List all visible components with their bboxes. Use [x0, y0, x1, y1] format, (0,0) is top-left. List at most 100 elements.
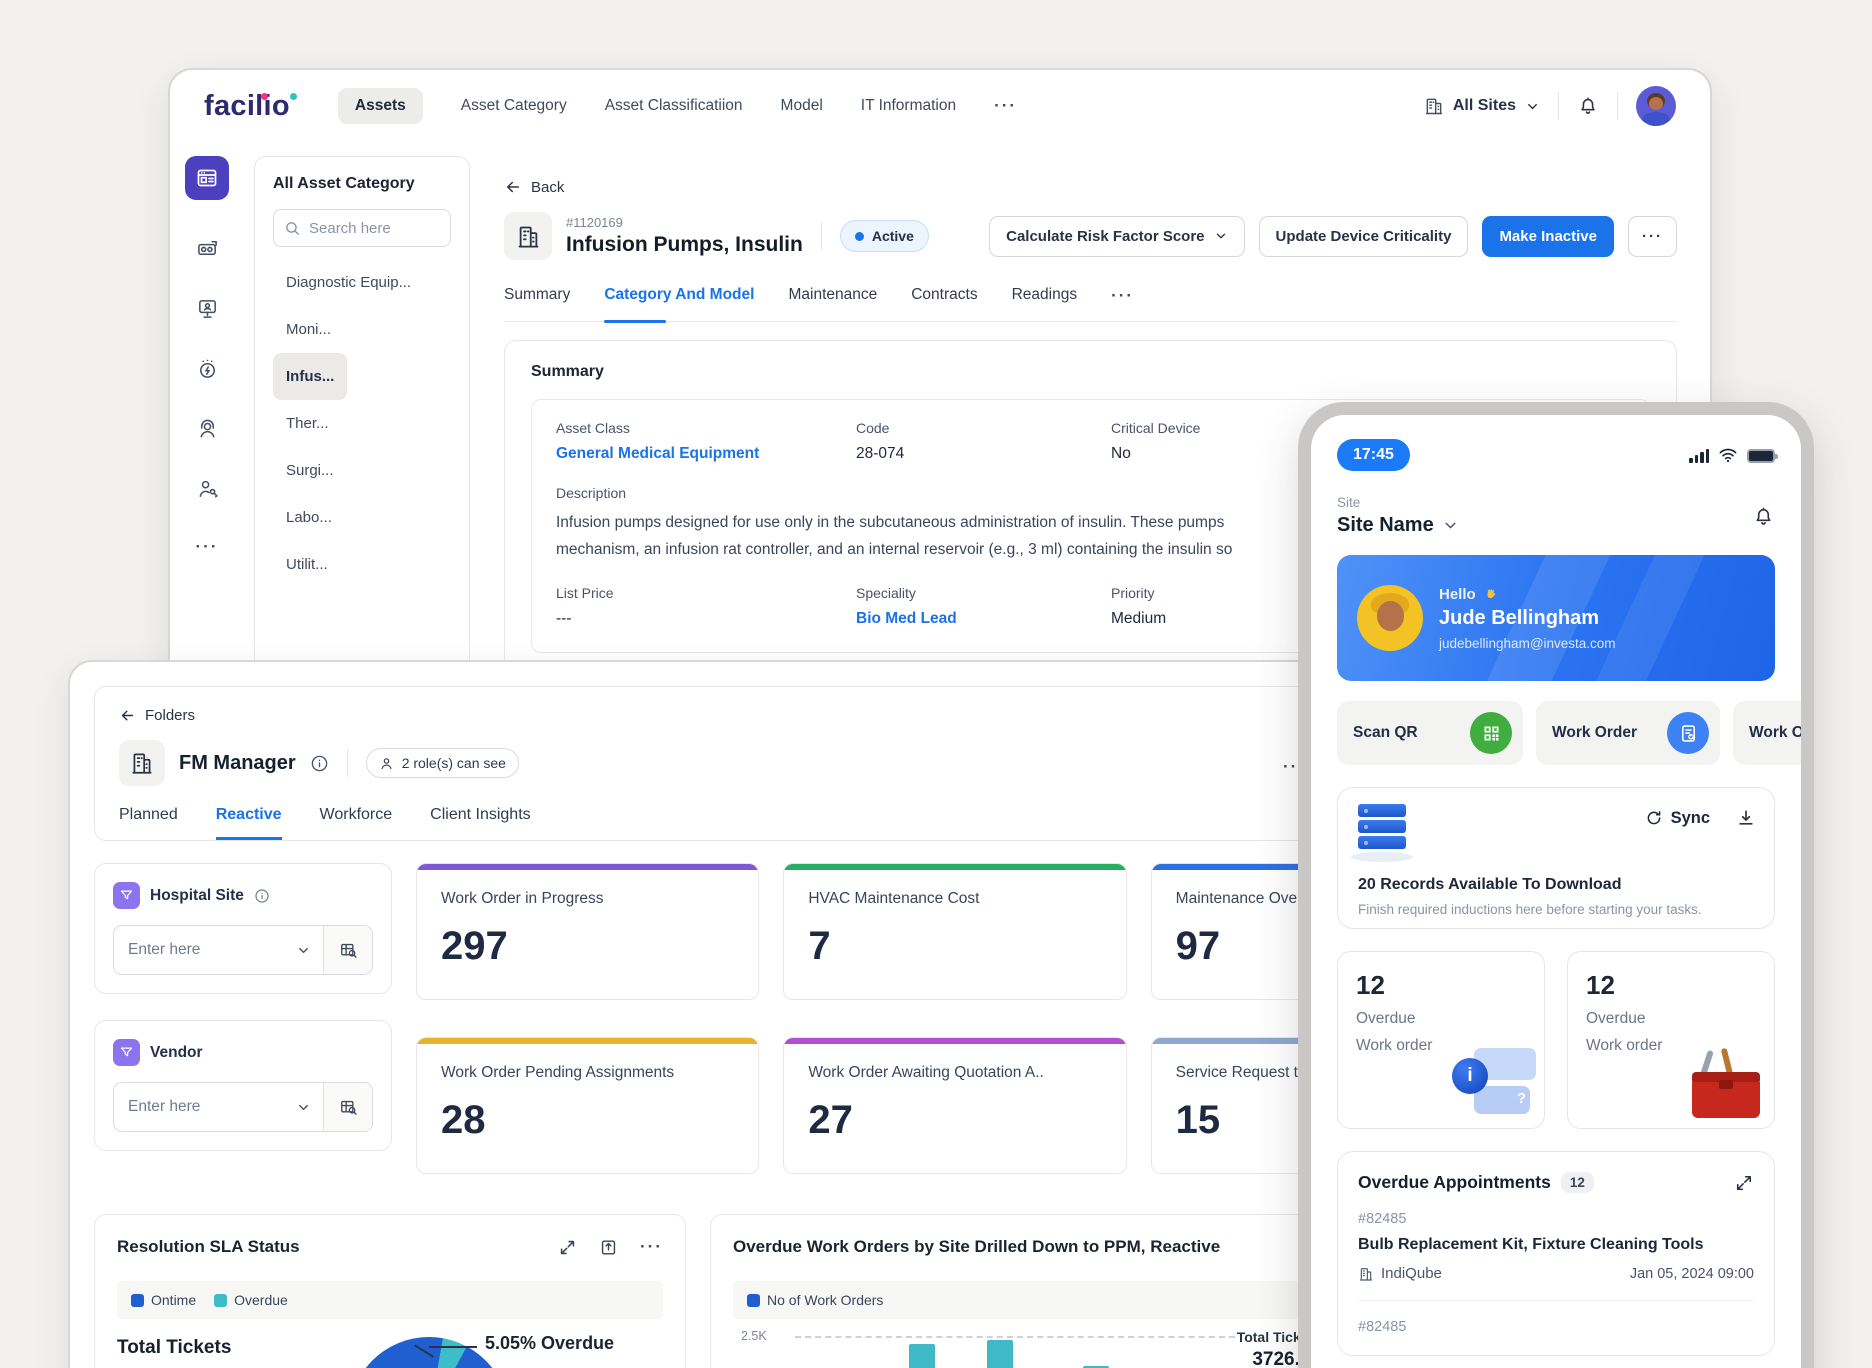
speciality-link[interactable]: Bio Med Lead	[856, 610, 957, 628]
category-item[interactable]: Labo...	[286, 509, 332, 526]
work-order-doc-icon	[1667, 712, 1709, 754]
tab-contracts[interactable]: Contracts	[911, 286, 978, 303]
appointment-item[interactable]: #82485 Bulb Replacement Kit, Fixture Cle…	[1358, 1211, 1754, 1335]
phone-site-label: Site	[1337, 495, 1361, 510]
kpi-pending-assignments[interactable]: Work Order Pending Assignments 28	[416, 1037, 760, 1174]
filter-select-hospital-site[interactable]: Enter here	[113, 925, 373, 975]
calculate-risk-button[interactable]: Calculate Risk Factor Score	[989, 215, 1245, 257]
field-list-price: List Price ---	[556, 585, 614, 628]
kpi-awaiting-quotation[interactable]: Work Order Awaiting Quotation A.. 27	[783, 1037, 1127, 1174]
tab-reactive[interactable]: Reactive	[215, 806, 282, 840]
sidebar-item-assets-app[interactable]	[185, 156, 229, 200]
site-selector[interactable]: All Sites	[1424, 96, 1540, 116]
toolbox-illustration	[1686, 1047, 1766, 1122]
appointments-title: Overdue Appointments	[1358, 1172, 1551, 1192]
facilio-logo[interactable]: facilio	[204, 90, 297, 123]
filter-select-vendor[interactable]: Enter here	[113, 1082, 373, 1132]
site-selector-label: All Sites	[1452, 97, 1516, 114]
asset-more-button[interactable]: ···	[1628, 215, 1677, 257]
category-item[interactable]: Utilit...	[286, 556, 328, 573]
qr-icon	[1470, 712, 1512, 754]
sidebar-item-energy-meter-icon[interactable]	[196, 357, 219, 380]
tab-planned[interactable]: Planned	[119, 806, 178, 823]
folders-back-link[interactable]: Folders	[119, 707, 1469, 724]
category-item[interactable]: Ther...	[286, 415, 329, 432]
field-code: Code 28-074	[856, 420, 905, 462]
info-icon[interactable]	[310, 754, 329, 773]
make-inactive-button[interactable]: Make Inactive	[1482, 215, 1614, 257]
user-email: judebellingham@investa.com	[1439, 635, 1616, 651]
category-item[interactable]: Moni...	[286, 321, 332, 338]
phone-site-selector[interactable]: Site Name	[1337, 514, 1459, 537]
dashboard-header-card: Folders FM Manager 2 role(s	[94, 686, 1494, 841]
nav-more-button[interactable]: ···	[994, 96, 1018, 115]
grid-search-icon[interactable]	[324, 1083, 372, 1131]
update-criticality-button[interactable]: Update Device Criticality	[1258, 215, 1469, 257]
user-avatar[interactable]	[1636, 86, 1676, 126]
back-link[interactable]: Back	[504, 178, 1677, 196]
user-photo	[1357, 585, 1423, 651]
category-item-selected[interactable]: Infus...	[273, 353, 348, 400]
legend-no-of-work-orders: No of Work Orders	[747, 1292, 883, 1308]
sidebar-item-kiosk-icon[interactable]	[196, 297, 219, 320]
category-item[interactable]: Surgi...	[286, 462, 334, 479]
export-icon[interactable]	[599, 1238, 618, 1257]
category-item[interactable]: Diagnostic Equip...	[286, 274, 412, 291]
roles-badge[interactable]: 2 role(s) can see	[365, 748, 519, 778]
work-order-button[interactable]: Work Order	[1536, 701, 1720, 765]
field-asset-class: Asset Class General Medical Equipment	[556, 420, 856, 463]
nav-tab-it-information[interactable]: IT Information	[860, 97, 957, 114]
tab-summary[interactable]: Summary	[504, 286, 571, 303]
kpi-hvac-maintenance-cost[interactable]: HVAC Maintenance Cost 7	[783, 863, 1127, 1000]
download-icon[interactable]	[1736, 808, 1756, 828]
asset-class-link[interactable]: General Medical Equipment	[556, 445, 760, 462]
sync-button[interactable]: Sync	[1645, 809, 1710, 828]
tab-maintenance[interactable]: Maintenance	[788, 286, 878, 303]
tab-readings[interactable]: Readings	[1011, 286, 1078, 303]
scan-qr-button[interactable]: Scan QR	[1337, 701, 1523, 765]
search-input[interactable]	[309, 219, 429, 237]
overdue-work-order-card-1[interactable]: 12 Overdue Work order ? i	[1337, 951, 1545, 1129]
sla-more-button[interactable]: ···	[640, 1237, 663, 1256]
kpi-accent-bar	[417, 1038, 759, 1044]
search-icon	[284, 220, 301, 237]
phone-time: 17:45	[1337, 439, 1410, 471]
nav-tab-asset-classification[interactable]: Asset Classificatiion	[604, 97, 743, 114]
sidebar-item-person-key-icon[interactable]	[196, 477, 219, 500]
pie-callout-label: 5.05% Overdue	[485, 1333, 615, 1353]
quick-actions-row: Scan QR Work Order Work Orde	[1337, 701, 1801, 765]
filter-label: Vendor	[150, 1043, 203, 1061]
nav-tab-model[interactable]: Model	[780, 97, 823, 114]
server-stack-illustration	[1351, 804, 1413, 862]
appointment-datetime: Jan 05, 2024 09:00	[1629, 1265, 1754, 1282]
summary-heading: Summary	[531, 363, 604, 380]
pie-callout-line	[429, 1346, 477, 1348]
appointment-site: IndiQube	[1358, 1265, 1442, 1282]
user-name: Jude Bellingham	[1439, 606, 1600, 629]
work-order-button-2[interactable]: Work Orde	[1733, 701, 1801, 765]
expand-icon[interactable]	[1734, 1173, 1754, 1193]
overdue-work-order-card-2[interactable]: 12 Overdue Work order	[1567, 951, 1775, 1129]
field-description: Description Infusion pumps designed for …	[556, 485, 1625, 563]
category-search[interactable]	[273, 209, 451, 247]
sidebar-item-support-agent-icon[interactable]	[196, 417, 219, 440]
grid-search-icon[interactable]	[324, 926, 372, 974]
filter-hospital-site: Hospital Site Enter here	[94, 863, 392, 994]
notification-bell-icon[interactable]	[1577, 95, 1599, 117]
nav-tab-asset-category[interactable]: Asset Category	[460, 97, 567, 114]
sidebar-item-machine-icon[interactable]	[196, 237, 219, 260]
legend-swatch	[747, 1293, 760, 1307]
tabs-more-button[interactable]: ···	[1111, 286, 1135, 305]
legend-overdue: Overdue	[214, 1292, 288, 1308]
expand-icon[interactable]	[558, 1238, 577, 1257]
kpi-work-order-in-progress[interactable]: Work Order in Progress 297	[416, 863, 760, 1000]
sidebar-more-button[interactable]: ···	[195, 537, 219, 556]
legend-swatch	[131, 1293, 144, 1307]
info-icon[interactable]	[254, 888, 270, 904]
tab-client-insights[interactable]: Client Insights	[430, 806, 531, 823]
phone-bell-icon[interactable]	[1752, 505, 1775, 528]
nav-tab-assets[interactable]: Assets	[337, 88, 423, 124]
tab-category-and-model[interactable]: Category And Model	[604, 286, 754, 323]
tab-workforce[interactable]: Workforce	[319, 806, 393, 823]
sync-card: Sync 20 Records Available To Download Fi…	[1337, 787, 1775, 929]
